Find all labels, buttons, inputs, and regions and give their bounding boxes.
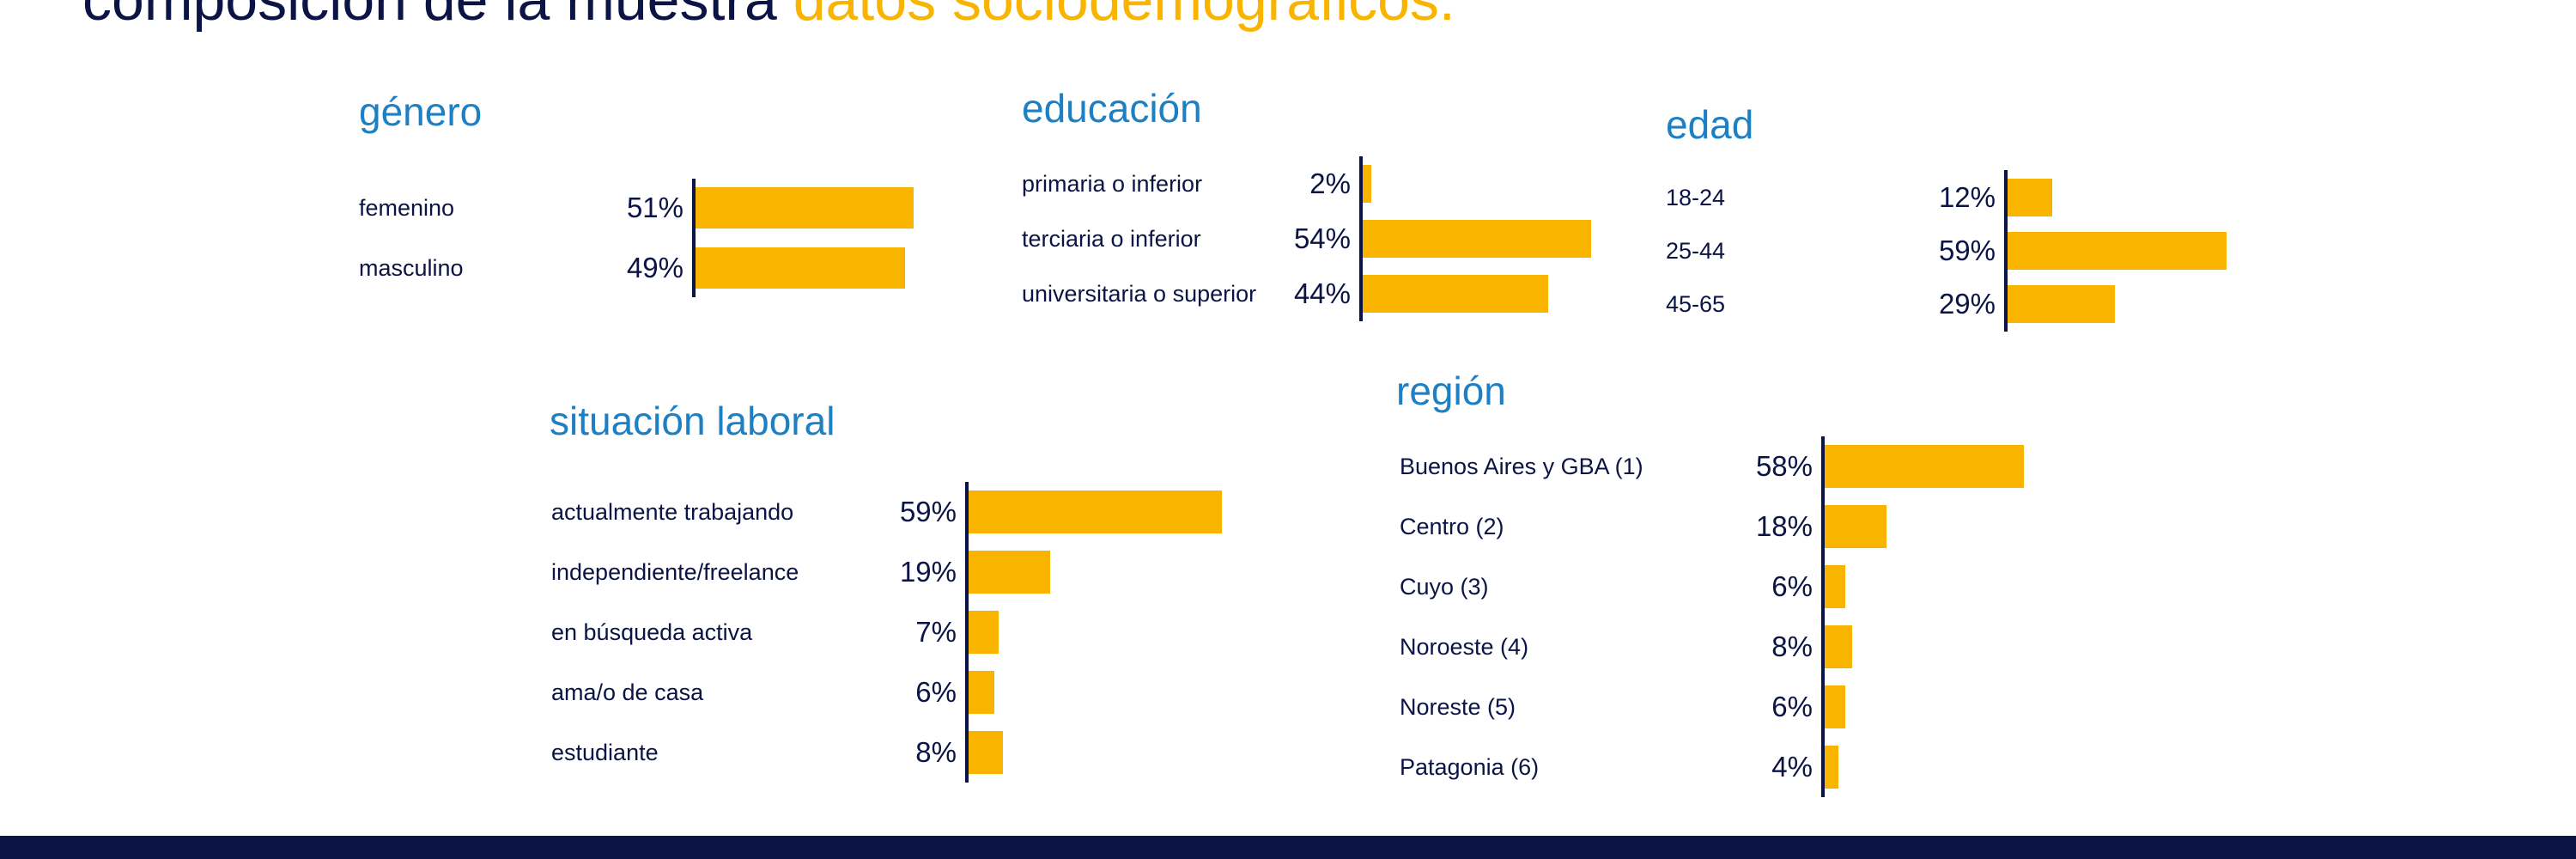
category-label: ama/o de casa (551, 679, 704, 705)
category-label: 45-65 (1666, 291, 1726, 317)
chart-title-region: región (1396, 369, 1506, 413)
footer-bar (0, 836, 2576, 859)
chart-title-education: educación (1022, 86, 1202, 131)
value-label: 8% (1771, 631, 1813, 662)
bar (969, 671, 994, 714)
value-label: 59% (1938, 235, 1996, 266)
page-title-accent: datos sociodemográficos. (793, 0, 1455, 33)
bar (1825, 505, 1886, 548)
value-label: 8% (915, 736, 957, 768)
chart-title-gender: género (359, 89, 483, 134)
category-label: Patagonia (6) (1400, 754, 1540, 780)
bar (1825, 445, 2024, 488)
bar (969, 490, 1222, 533)
bar (969, 551, 1050, 594)
category-label: masculino (359, 255, 464, 281)
chart-axis-employment (965, 482, 969, 783)
page-title-main: composición de la muestra (82, 0, 777, 33)
bar (2008, 285, 2116, 323)
value-label: 19% (899, 556, 957, 588)
chart-axis-education (1359, 156, 1363, 321)
category-label: Cuyo (3) (1400, 574, 1489, 600)
bar (696, 187, 914, 228)
category-label: independiente/freelance (551, 559, 799, 585)
bar (2008, 179, 2052, 216)
category-label: Buenos Aires y GBA (1) (1400, 454, 1643, 479)
bar (969, 731, 1003, 774)
chart-title-employment: situación laboral (550, 399, 835, 443)
value-label: 12% (1938, 181, 1996, 213)
category-label: universitaria o superior (1022, 281, 1257, 307)
category-label: estudiante (551, 740, 659, 765)
chart-title-age: edad (1666, 102, 1754, 147)
value-label: 59% (899, 496, 957, 527)
page-title: composición de la muestra datos sociodem… (82, 0, 1455, 36)
category-label: 25-44 (1666, 238, 1726, 264)
bar (2008, 232, 2227, 270)
value-label: 6% (1771, 691, 1813, 722)
chart-axis-region (1821, 436, 1825, 797)
value-label: 49% (626, 252, 683, 283)
category-label: femenino (359, 195, 455, 221)
bar (1825, 565, 1845, 608)
category-label: primaria o inferior (1022, 171, 1203, 197)
category-label: actualmente trabajando (551, 499, 794, 525)
bar (1825, 746, 1838, 789)
bar (1825, 625, 1852, 668)
bar (1825, 685, 1845, 728)
category-label: Noroeste (4) (1400, 634, 1529, 660)
category-label: Centro (2) (1400, 514, 1504, 539)
category-label: terciaria o inferior (1022, 226, 1201, 252)
chart-axis-age (2004, 170, 2008, 332)
bar (969, 611, 999, 654)
bar (1363, 220, 1591, 258)
bar (696, 247, 906, 289)
value-label: 2% (1309, 168, 1351, 199)
bar (1363, 275, 1549, 313)
value-label: 6% (915, 676, 957, 708)
category-label: Noreste (5) (1400, 694, 1516, 720)
value-label: 18% (1755, 510, 1813, 542)
chart-axis-gender (692, 179, 696, 297)
value-label: 7% (915, 616, 957, 648)
value-label: 54% (1293, 222, 1351, 254)
value-label: 44% (1293, 277, 1351, 309)
value-label: 51% (626, 192, 683, 223)
value-label: 29% (1938, 288, 1996, 320)
category-label: en búsqueda activa (551, 619, 753, 645)
value-label: 6% (1771, 570, 1813, 602)
category-label: 18-24 (1666, 185, 1726, 210)
bar (1363, 165, 1371, 203)
value-label: 58% (1755, 450, 1813, 482)
value-label: 4% (1771, 751, 1813, 783)
